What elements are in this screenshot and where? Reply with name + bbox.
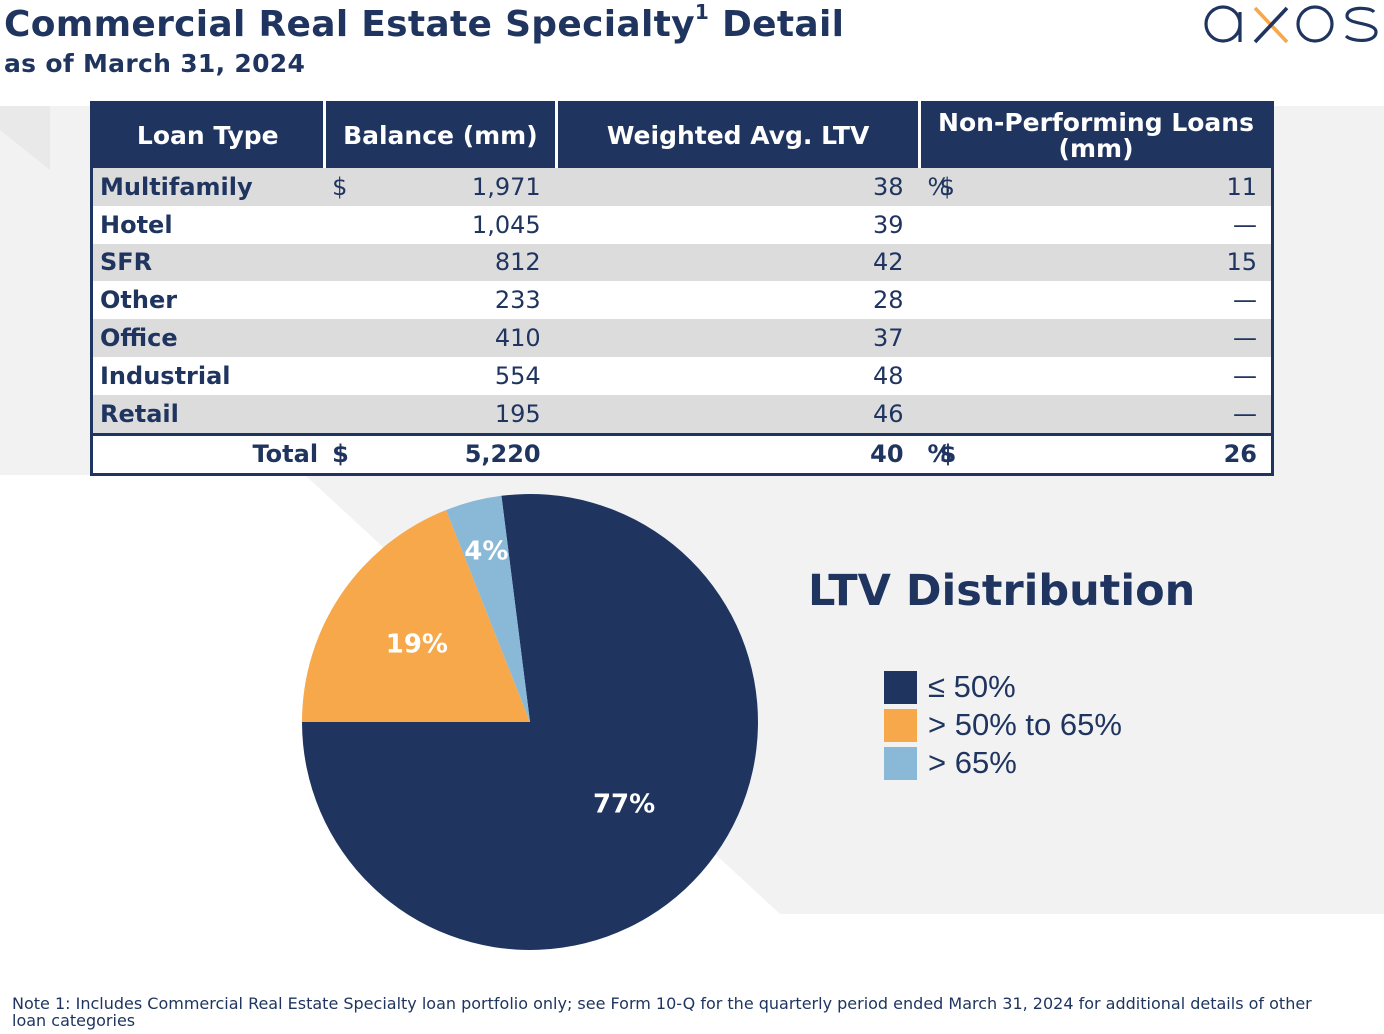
percent-sign-cell	[919, 243, 932, 282]
percent-sign-cell	[920, 357, 932, 395]
percent-sign-cell	[920, 281, 932, 319]
pie-slice-label: 77%	[593, 789, 655, 819]
page-title-text: Commercial Real Estate Specialty	[4, 4, 695, 45]
loan-type-cell: Other	[100, 286, 178, 315]
ltv-cell: 46	[556, 394, 920, 435]
loan-type-cell: Retail	[91, 394, 325, 435]
ltv-cell: 39	[873, 210, 904, 239]
page-subtitle: as of March 31, 2024	[4, 49, 306, 78]
balance-cell: 1,971	[358, 168, 557, 206]
percent-sign-cell: %	[919, 432, 952, 475]
table-row: Multifamily $1,971 38% $11	[91, 168, 1273, 206]
pie-slice-label: 4%	[464, 536, 508, 566]
table-row: Office 410 37 —	[91, 319, 1273, 357]
npl-cell: —	[965, 319, 1273, 357]
chart-title: LTV Distribution	[808, 566, 1196, 616]
ltv-cell: 40	[556, 432, 920, 475]
ltv-cell: 38	[556, 168, 920, 206]
currency-cell	[324, 319, 359, 357]
loan-type-cell: Hotel	[100, 210, 173, 239]
balance-cell: 812	[358, 243, 557, 282]
currency-cell: $	[324, 168, 359, 206]
legend-swatch	[884, 746, 917, 780]
loan-type-table: Loan Type Balance (mm) Weighted Avg. LTV…	[90, 101, 1274, 477]
npl-cell: —	[965, 394, 1273, 435]
currency-cell	[324, 394, 359, 435]
ltv-cell: 28	[873, 286, 904, 315]
table-row: Industrial 554 48 —	[92, 357, 1273, 395]
currency-cell	[324, 206, 358, 244]
npl-cell: —	[1233, 361, 1257, 390]
currency-cell: $	[324, 432, 359, 475]
ltv-cell: 37	[556, 319, 920, 357]
legend-item: > 65%	[884, 744, 1122, 782]
npl-cell: —	[1233, 210, 1257, 239]
column-header-npl: Non-Performing Loans (mm)	[919, 102, 1273, 168]
table-row: Hotel 1,045 39 —	[92, 206, 1273, 244]
currency-cell	[932, 281, 966, 319]
npl-cell: 11	[965, 168, 1273, 206]
ltv-distribution-pie-chart: 77% 19% 4%	[302, 494, 758, 950]
legend-label: ≤ 50%	[928, 669, 1016, 704]
currency-cell	[324, 243, 359, 282]
npl-cell: —	[1233, 286, 1257, 315]
pie-slice	[302, 510, 530, 722]
balance-cell: 410	[358, 319, 557, 357]
pie-slice-label: 19%	[386, 630, 448, 660]
legend-item: > 50% to 65%	[884, 706, 1122, 744]
ltv-cell: 48	[873, 361, 904, 390]
table-total-row: Total $5,220 40% $26	[91, 432, 1273, 475]
pie-slice	[446, 495, 530, 722]
column-header-ltv: Weighted Avg. LTV	[556, 102, 922, 168]
legend-swatch	[884, 708, 917, 742]
loan-type-cell: Total	[91, 432, 325, 475]
chart-legend: ≤ 50% > 50% to 65% > 65%	[884, 668, 1122, 782]
column-header-loan-type: Loan Type	[91, 102, 326, 168]
currency-cell	[324, 281, 358, 319]
balance-cell: 5,220	[358, 432, 557, 475]
npl-cell: 15	[965, 243, 1273, 282]
table-row: Retail 195 46 —	[91, 394, 1273, 435]
currency-cell: $	[931, 432, 966, 475]
currency-cell	[931, 243, 966, 282]
percent-sign-cell	[919, 319, 932, 357]
column-header-balance: Balance (mm)	[324, 102, 559, 168]
page-title-suffix: Detail	[721, 4, 845, 45]
legend-label: > 50% to 65%	[928, 707, 1122, 742]
legend-item: ≤ 50%	[884, 668, 1122, 706]
title-footnote-marker: 1	[694, 0, 710, 24]
currency-cell	[324, 357, 358, 395]
npl-cell: 26	[965, 432, 1273, 475]
balance-cell: 195	[358, 394, 557, 435]
currency-cell: $	[931, 168, 966, 206]
loan-type-cell: Industrial	[100, 361, 231, 390]
balance-cell: 233	[494, 286, 541, 315]
ltv-cell: 42	[556, 243, 920, 282]
table-row: SFR 812 42 15	[91, 243, 1273, 282]
currency-cell	[931, 319, 966, 357]
currency-cell	[932, 206, 966, 244]
balance-cell: 1,045	[471, 210, 541, 239]
currency-cell	[932, 357, 966, 395]
legend-label: > 65%	[928, 745, 1017, 780]
percent-sign-cell	[920, 206, 932, 244]
percent-sign-cell	[919, 394, 932, 435]
loan-type-cell: Office	[91, 319, 325, 357]
axos-logo	[1204, 5, 1378, 44]
loan-type-cell: SFR	[91, 243, 325, 282]
loan-type-cell: Multifamily	[91, 168, 325, 206]
legend-swatch	[884, 670, 917, 704]
table-row: Other 233 28 —	[92, 281, 1273, 319]
page-title: Commercial Real Estate Specialty1 Detail	[4, 0, 845, 45]
currency-cell	[931, 394, 966, 435]
percent-sign-cell: %	[919, 168, 950, 206]
footnote: Note 1: Includes Commercial Real Estate …	[12, 994, 1312, 1030]
balance-cell: 554	[494, 361, 541, 390]
table-header-row: Loan Type Balance (mm) Weighted Avg. LTV…	[91, 102, 1273, 168]
